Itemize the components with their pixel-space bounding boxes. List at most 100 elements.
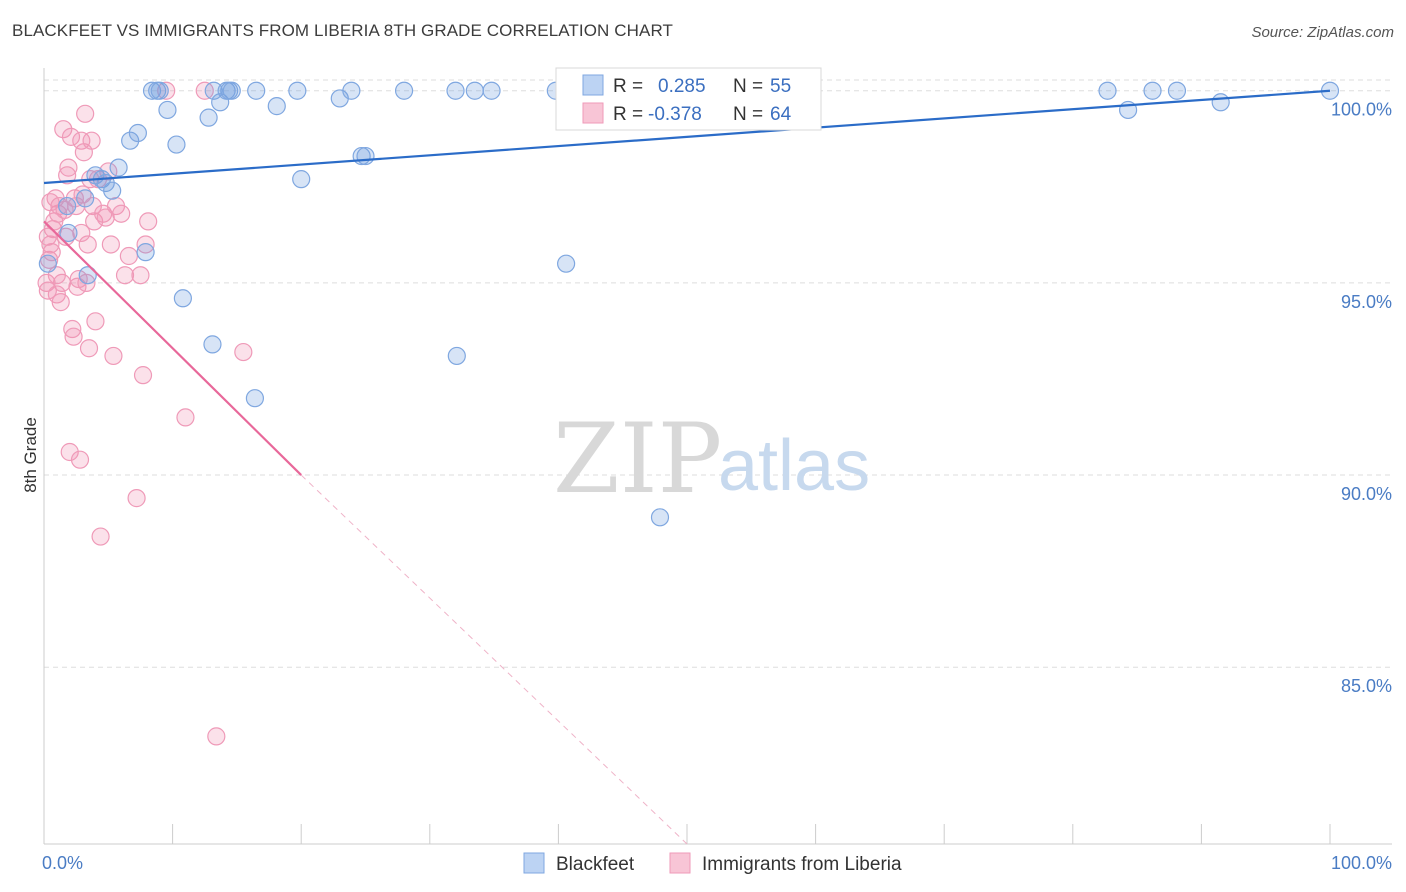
point-blue-39 [482,81,501,100]
point-pink-13 [54,120,73,139]
point-blue-19 [199,108,218,127]
point-pink-50 [133,366,153,385]
bottom-legend-pink: Immigrants from Liberia [702,854,902,875]
source-label: Source: ZipAtlas.com [1251,24,1394,41]
point-pink-28 [76,104,95,123]
point-blue-16 [158,100,177,120]
trend-line-liberia [43,220,302,476]
point-blue-4 [78,266,97,285]
point-blue-52 [1167,81,1187,100]
legend-r-label-pink: R = [613,104,643,125]
point-pink-62 [38,227,57,246]
x-tick-label-max: 100.0% [1331,853,1392,873]
point-blue-8 [103,181,122,200]
point-pink-58 [41,193,60,212]
trend-line-blackfeet [43,89,1331,185]
point-blue-48 [650,508,670,527]
point-blue-15 [150,81,169,100]
point-blue-49 [1098,81,1117,100]
point-pink-25 [72,131,91,150]
point-pink-17 [61,127,81,146]
legend-n-label-pink: N = [733,104,763,125]
legend-swatch-blue [582,74,604,96]
point-blue-28 [267,97,286,116]
point-blue-34 [356,146,375,166]
point-pink-31 [79,339,99,358]
point-pink-47 [119,246,138,266]
point-blue-9 [109,158,128,177]
chart-title: BLACKFEET VS IMMIGRANTS FROM LIBERIA 8TH… [12,21,674,40]
point-pink-1 [38,281,57,300]
point-pink-42 [101,235,120,254]
point-blue-29 [288,81,307,100]
point-pink-22 [68,277,87,296]
point-blue-2 [59,223,78,243]
point-pink-61 [72,223,91,243]
point-pink-16 [60,442,79,462]
point-pink-38 [91,527,110,546]
watermark: ZIP atlas [553,403,870,515]
x-tick-labels: 0.0% 100.0% [42,853,1392,873]
y-tick-label-0: 100.0% [1331,100,1392,120]
trend-line-liberia-extension [300,474,688,845]
point-pink-57 [234,342,253,362]
point-blue-27 [247,81,266,100]
point-pink-24 [70,450,90,469]
point-pink-11 [51,293,70,312]
watermark-atlas: atlas [718,426,870,506]
legend-swatch-pink [582,102,604,124]
point-pink-18 [63,319,82,339]
point-blue-41 [557,254,576,273]
point-blue-0 [38,254,57,273]
point-blue-32 [342,81,361,100]
bottom-legend-swatch-blue [523,852,545,874]
bottom-legend: Blackfeet Immigrants from Liberia [523,852,902,875]
watermark-zip: ZIP [553,403,722,515]
point-blue-37 [447,346,466,366]
point-blue-25 [222,81,241,100]
point-pink-34 [83,196,102,216]
y-tick-label-1: 95.0% [1341,292,1392,312]
point-blue-11 [128,123,147,143]
y-tick-label-3: 85.0% [1341,676,1392,696]
legend-n-value-blue: 55 [770,76,791,97]
legend-r-value-blue: 0.285 [658,76,706,97]
point-blue-1 [58,196,77,216]
point-blue-3 [76,189,95,208]
point-pink-15 [58,166,77,185]
point-blue-17 [167,135,186,154]
point-pink-29 [77,273,96,293]
point-pink-56 [207,727,226,746]
legend-r-label-blue: R = [613,76,643,97]
point-pink-4 [42,243,61,262]
x-tick-label-min: 0.0% [42,853,83,873]
point-blue-21 [204,81,223,100]
point-blue-53 [1211,93,1230,112]
point-blue-30 [292,170,311,189]
y-tick-labels: 100.0% 95.0% 90.0% 85.0% [1331,100,1392,696]
point-blue-13 [142,81,162,100]
legend-n-label-blue: N = [733,76,763,97]
trend-lines [43,89,1331,845]
point-pink-33 [82,131,101,150]
y-tick-label-2: 90.0% [1341,484,1392,504]
point-blue-51 [1143,81,1162,100]
point-pink-36 [86,312,105,331]
point-pink-54 [176,408,195,427]
point-pink-0 [37,273,56,293]
point-blue-38 [465,81,484,100]
point-pink-19 [64,327,83,346]
point-pink-63 [59,158,78,177]
point-pink-51 [136,235,155,254]
point-blue-12 [136,243,155,262]
legend: R = 0.285 N = 55 R = -0.378 N = 64 [555,67,822,131]
point-pink-45 [112,204,131,223]
bottom-legend-swatch-pink [669,852,691,874]
point-pink-30 [78,235,97,254]
point-pink-46 [115,266,135,285]
point-pink-52 [139,212,158,231]
point-blue-20 [203,335,222,354]
point-blue-10 [121,131,140,150]
point-blue-35 [394,81,414,100]
